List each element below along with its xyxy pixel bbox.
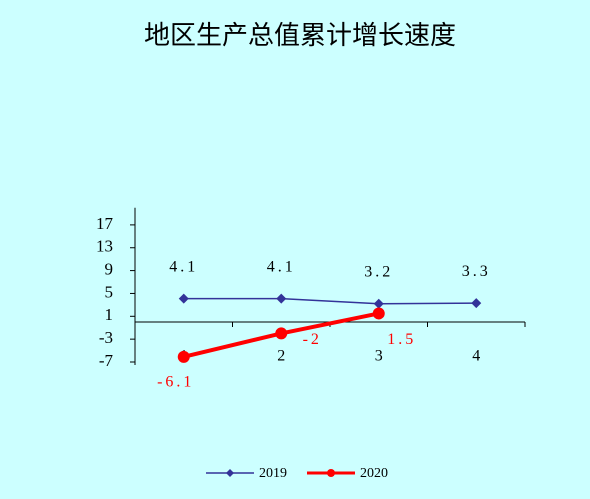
data-label: 3.3 — [462, 263, 491, 280]
legend-marker — [327, 469, 335, 477]
legend-label: 2019 — [259, 466, 287, 481]
y-tick-label: 5 — [105, 282, 114, 301]
y-tick-label: 1 — [105, 305, 114, 324]
point — [276, 293, 287, 304]
chart-title: 地区生产总值累计增长速度 — [144, 21, 456, 50]
series-line — [183, 297, 477, 305]
y-tick-label: 13 — [96, 237, 113, 256]
point — [372, 307, 385, 320]
y-tick-label: 9 — [105, 259, 114, 278]
point — [177, 350, 190, 363]
data-label: 3.2 — [364, 263, 393, 280]
point — [373, 298, 384, 309]
data-label: -2 — [303, 331, 322, 348]
data-label: 1.5 — [387, 331, 416, 348]
y-tick-label: 17 — [96, 214, 114, 233]
legend-label: 2020 — [360, 466, 388, 481]
y-tick-label: -3 — [99, 328, 113, 347]
legend-marker — [226, 469, 234, 477]
x-tick-label: 4 — [472, 348, 480, 365]
point — [471, 298, 482, 309]
data-label: 4.1 — [267, 258, 296, 275]
y-tick-label: -7 — [99, 351, 114, 370]
point — [275, 327, 288, 340]
data-label: -6.1 — [157, 374, 194, 391]
x-tick-label: 2 — [277, 348, 285, 365]
data-label: 4.1 — [169, 258, 198, 275]
point — [178, 293, 189, 304]
x-tick-label: 3 — [375, 348, 383, 365]
